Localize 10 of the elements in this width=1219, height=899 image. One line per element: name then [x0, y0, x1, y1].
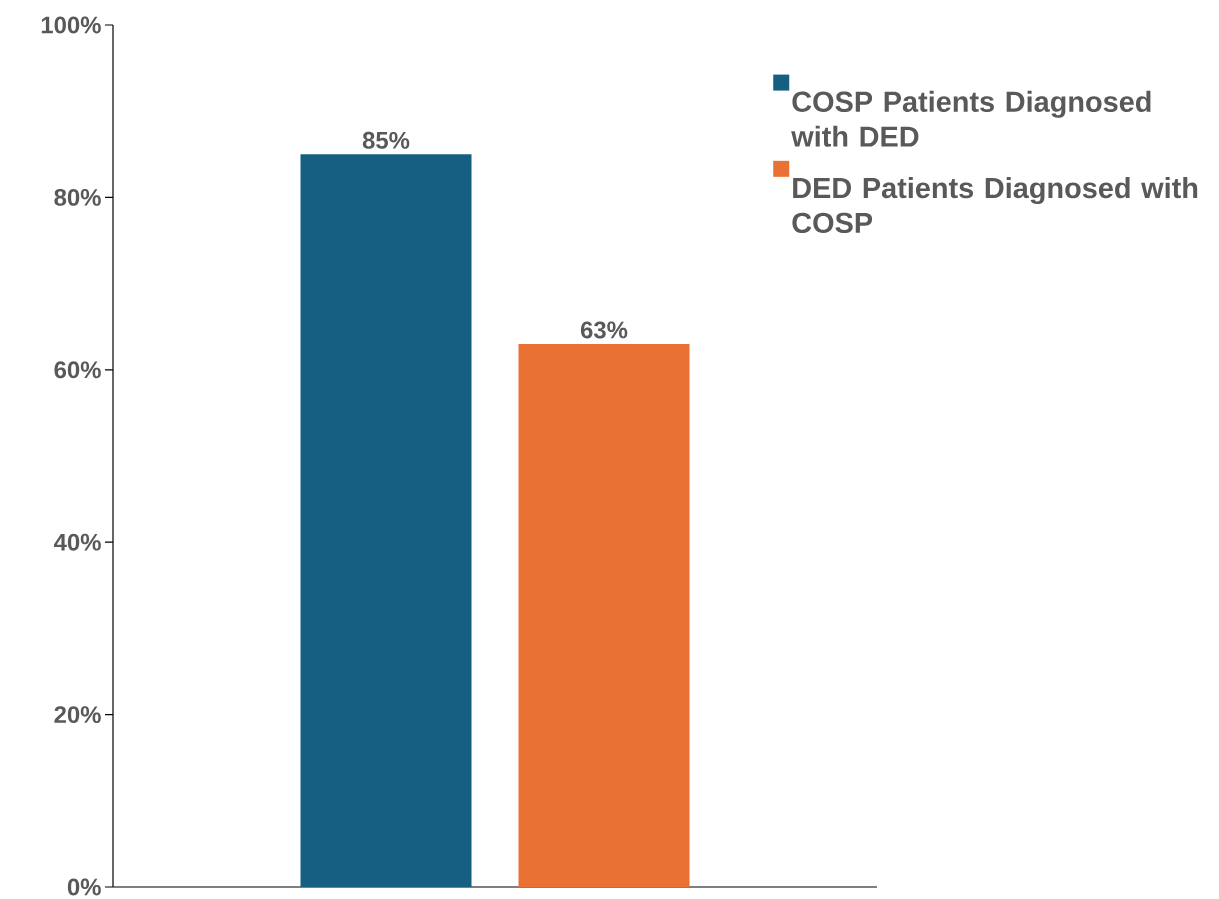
legend-label: COSP Patients Diagnosed with DED	[791, 90, 1151, 147]
y-tick-label: 0%	[67, 878, 101, 896]
data-label: 63%	[580, 321, 628, 339]
y-tick-label: 80%	[54, 188, 101, 206]
data-label: 85%	[362, 131, 410, 149]
y-tick-label: 60%	[54, 361, 101, 379]
legend-label: DED Patients Diagnosed with COSP	[792, 177, 1198, 234]
y-tick-label: 20%	[54, 706, 101, 724]
y-tick-label: 100%	[41, 16, 101, 34]
y-tick-label: 40%	[53, 533, 101, 551]
